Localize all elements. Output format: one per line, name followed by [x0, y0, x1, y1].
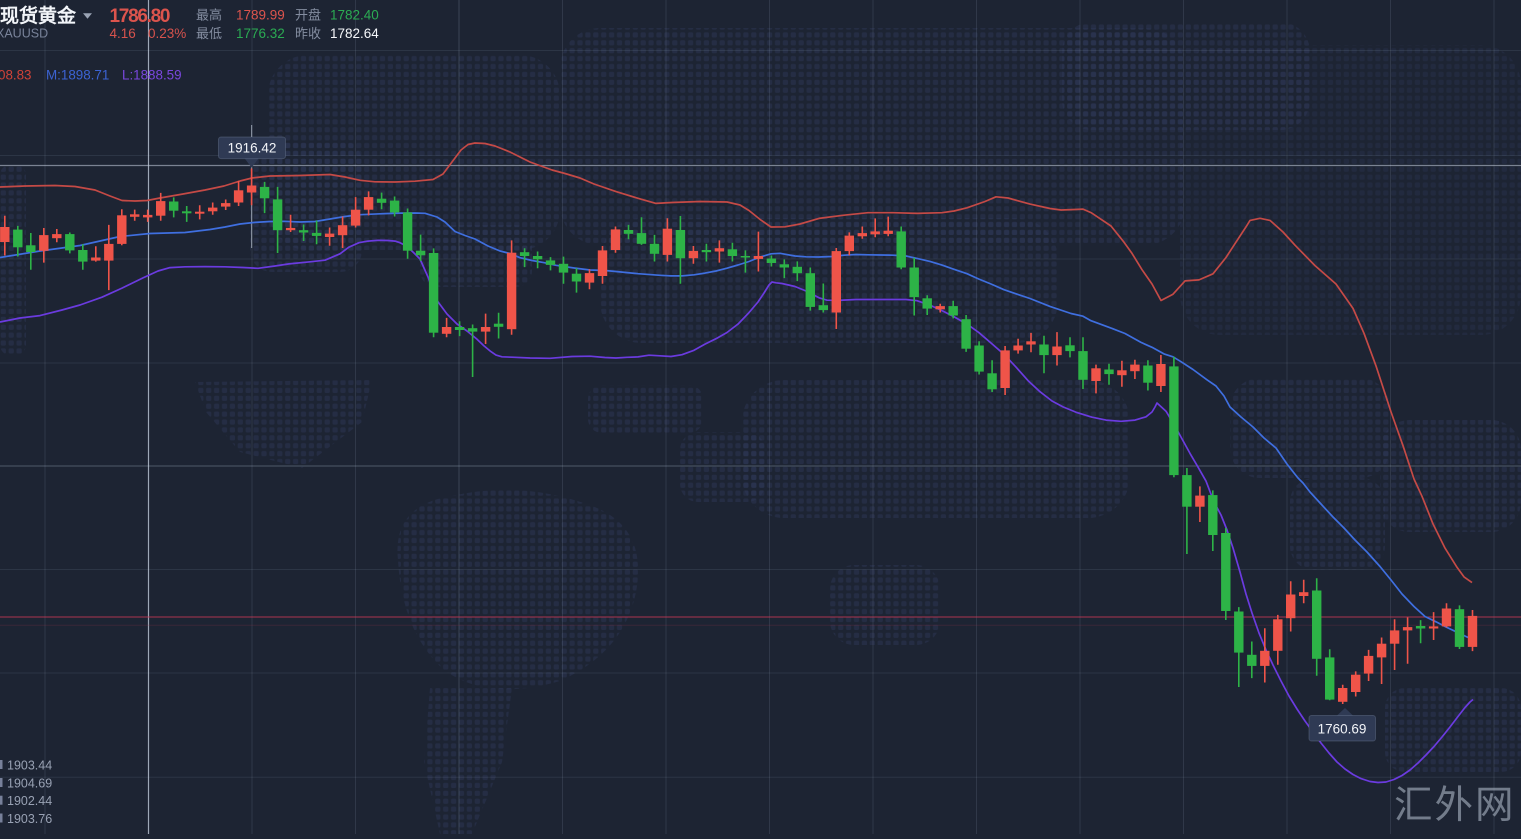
svg-text:1782.64: 1782.64: [330, 26, 379, 41]
svg-text:L:1888.59: L:1888.59: [122, 68, 182, 83]
svg-text:1903.44: 1903.44: [7, 759, 52, 773]
svg-text:XAUUSD: XAUUSD: [0, 27, 48, 41]
svg-text:1902.44: 1902.44: [7, 794, 52, 808]
svg-text:1903.76: 1903.76: [7, 812, 52, 826]
svg-text:最高: 最高: [196, 8, 222, 23]
svg-text:1776.32: 1776.32: [236, 26, 285, 41]
svg-text:现货黄金: 现货黄金: [0, 4, 77, 27]
svg-text:1782.40: 1782.40: [330, 8, 379, 23]
svg-text:1916.42: 1916.42: [228, 141, 277, 156]
svg-text:开盘: 开盘: [295, 8, 321, 23]
svg-text:4.16: 4.16: [110, 26, 136, 41]
svg-text:最低: 最低: [196, 26, 222, 41]
svg-text:1904.69: 1904.69: [7, 776, 52, 790]
svg-text:08.83: 08.83: [0, 68, 32, 83]
svg-text:M:1898.71: M:1898.71: [46, 68, 109, 83]
svg-text:昨收: 昨收: [295, 26, 321, 41]
svg-text:1786.80: 1786.80: [110, 6, 171, 27]
svg-text:汇外网: 汇外网: [1394, 784, 1516, 827]
svg-text:1760.69: 1760.69: [1318, 721, 1367, 736]
svg-text:0.23%: 0.23%: [148, 26, 186, 41]
svg-text:1789.99: 1789.99: [236, 8, 285, 23]
